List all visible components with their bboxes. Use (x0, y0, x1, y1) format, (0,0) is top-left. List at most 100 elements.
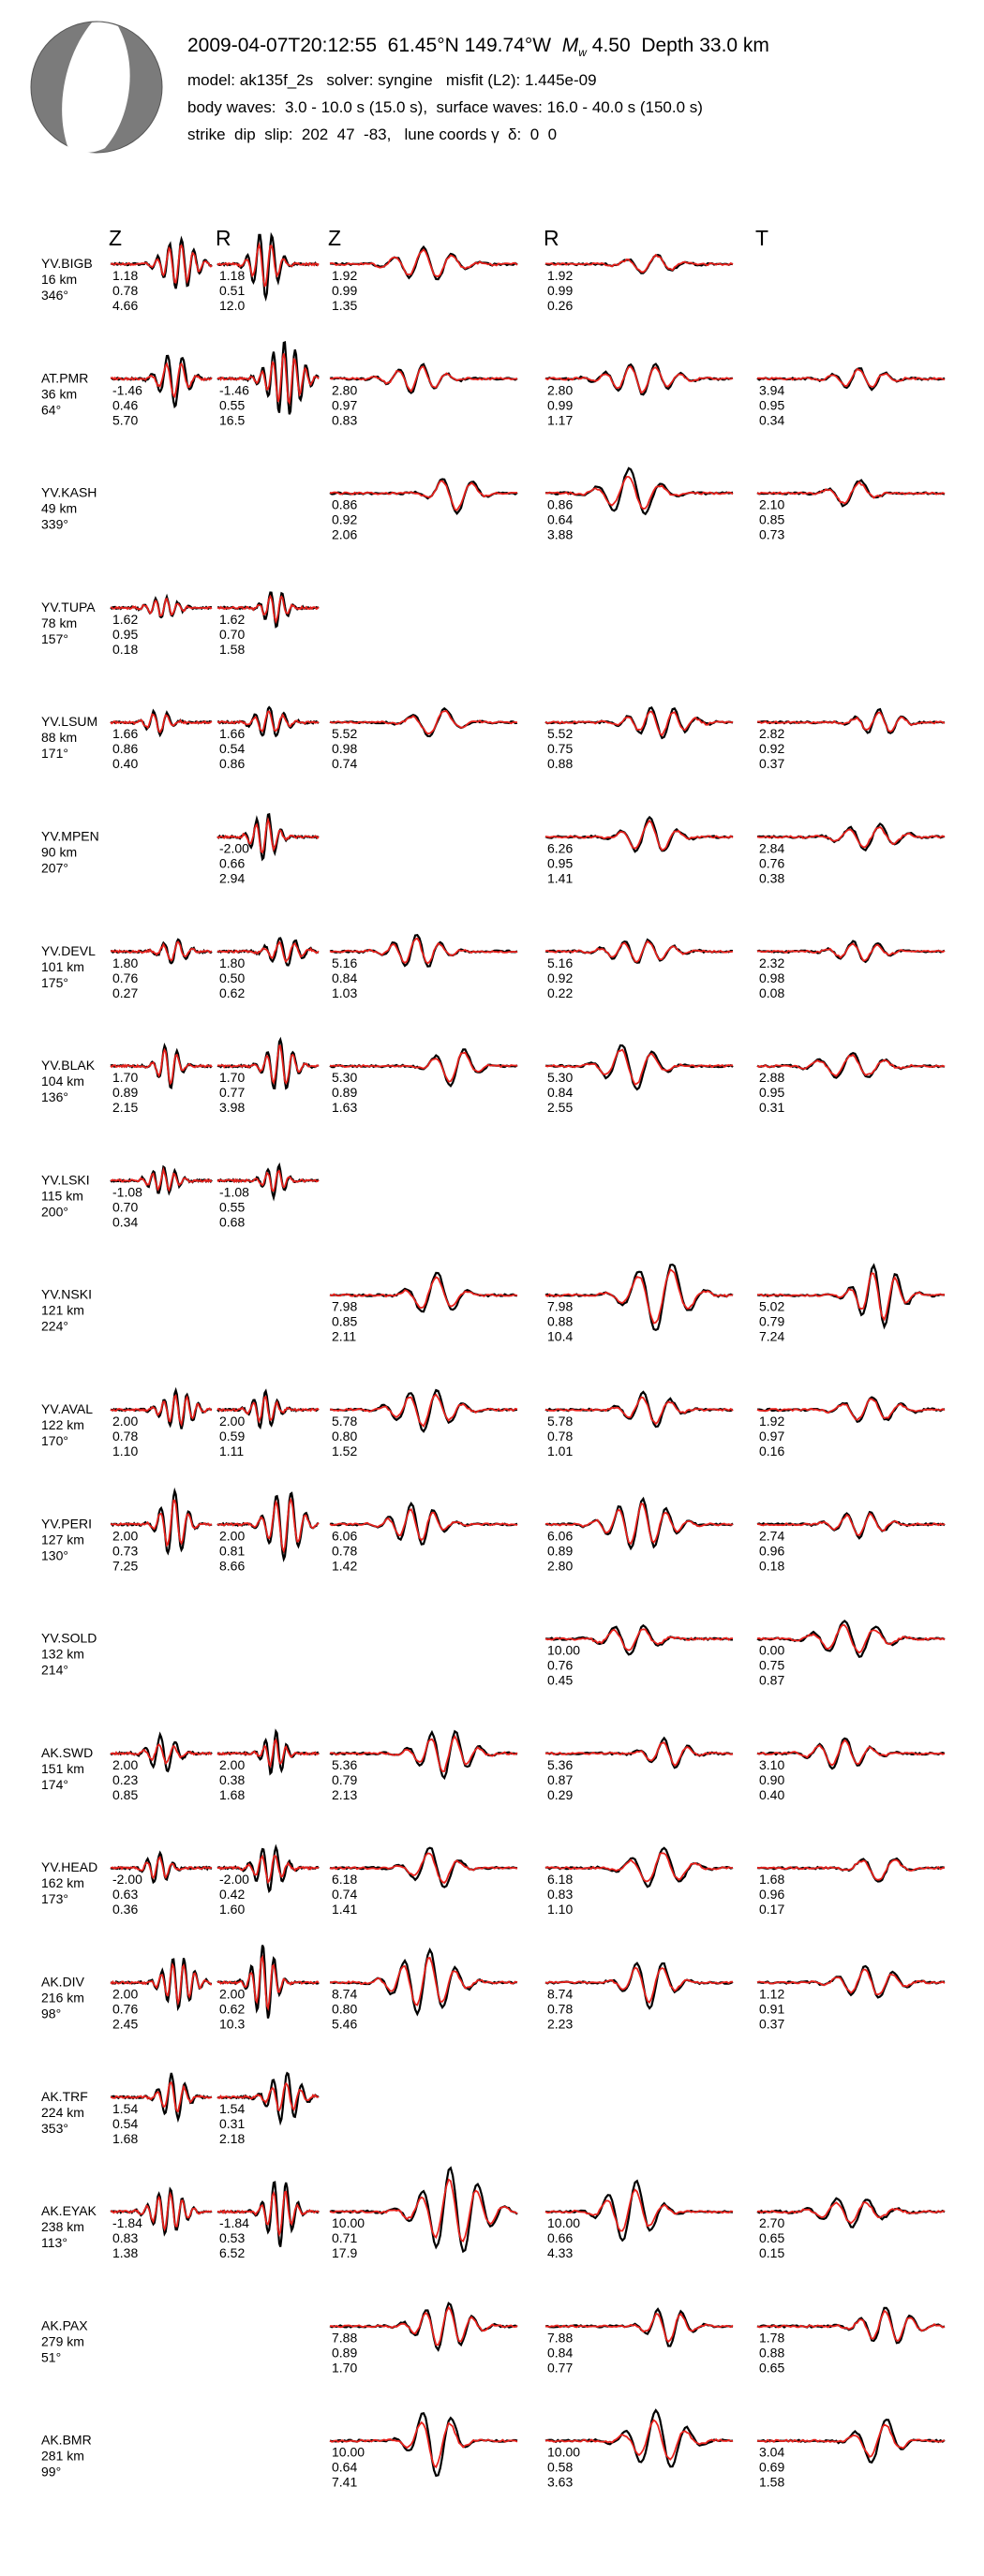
synthetic-trace (544, 253, 734, 274)
station-distance: 49 km (41, 501, 77, 516)
correlation-label: 0.51 (219, 283, 245, 298)
time-shift-label: 5.30 (332, 1070, 357, 1085)
synthetic-trace (216, 1738, 320, 1769)
time-shift-label: 10.00 (332, 2445, 365, 2460)
time-shift-label: 2.00 (219, 1757, 245, 1772)
amplitude-ratio-label: 1.58 (759, 2475, 784, 2490)
correlation-label: 0.84 (547, 1085, 573, 1100)
time-shift-label: 7.88 (332, 2330, 357, 2345)
correlation-label: 0.95 (759, 1085, 784, 1100)
time-shift-label: 0.86 (332, 497, 357, 512)
amplitude-ratio-label: 0.73 (759, 527, 784, 542)
time-shift-label: 3.10 (759, 1757, 784, 1772)
station-distance: 90 km (41, 845, 77, 860)
synthetic-trace (756, 1512, 946, 1537)
trace-cell: -1.840.536.52 (216, 2181, 320, 2260)
station-distance: 101 km (41, 959, 84, 974)
time-shift-label: 7.98 (332, 1299, 357, 1314)
station-distance: 122 km (41, 1417, 84, 1432)
synthetic-trace (217, 710, 320, 733)
time-shift-label: 6.18 (332, 1872, 357, 1887)
correlation-label: 0.38 (219, 1772, 245, 1787)
station-name: YV.LSUM (41, 714, 97, 729)
amplitude-ratio-label: 0.18 (759, 1558, 784, 1573)
trace-cell: 1.700.773.98 (216, 1036, 320, 1115)
amplitude-ratio-label: 1.11 (219, 1443, 244, 1458)
time-shift-label: 5.02 (759, 1299, 784, 1314)
synthetic-trace (329, 2421, 518, 2469)
station-azimuth: 353° (41, 2121, 68, 2136)
correlation-label: 0.58 (547, 2460, 573, 2475)
station-distance: 36 km (41, 386, 77, 401)
synthetic-trace (110, 597, 213, 617)
time-shift-label: 1.68 (759, 1872, 784, 1887)
trace-cell: 2.000.591.11 (216, 1388, 320, 1458)
synthetic-trace (329, 1051, 518, 1083)
amplitude-ratio-label: 4.33 (547, 2245, 573, 2260)
trace-cell: -1.080.700.34 (110, 1164, 213, 1229)
amplitude-ratio-label: 0.08 (759, 985, 784, 1000)
synthetic-trace (544, 1396, 734, 1426)
amplitude-ratio-label: 0.77 (547, 2360, 573, 2375)
trace-cell: 8.740.782.23 (544, 1962, 734, 2032)
trace-cell: 7.880.840.77 (544, 2307, 734, 2375)
amplitude-ratio-label: 0.26 (547, 298, 573, 313)
synthetic-trace (756, 1623, 946, 1654)
time-shift-label: 2.74 (759, 1528, 784, 1543)
synthetic-trace (330, 480, 518, 511)
correlation-label: 0.70 (219, 627, 245, 642)
correlation-label: 0.69 (759, 2460, 784, 2475)
trace-cell: 5.160.920.22 (544, 938, 734, 1000)
column-header-4: T (755, 226, 768, 250)
synthetic-trace (329, 248, 518, 278)
station-distance: 132 km (41, 1647, 84, 1662)
station-name: YV.KASH (41, 485, 97, 500)
mechanism-line: strike dip slip: 202 47 -83, lune coords… (187, 126, 558, 144)
correlation-label: 0.71 (332, 2230, 357, 2245)
station-name: YV.NSKI (41, 1287, 92, 1302)
synthetic-trace (329, 1852, 518, 1885)
synthetic-trace (110, 2081, 212, 2113)
station-azimuth: 130° (41, 1547, 68, 1562)
correlation-label: 0.62 (219, 2002, 245, 2017)
amplitude-ratio-label: 2.15 (112, 1100, 138, 1115)
synthetic-trace (110, 1742, 213, 1766)
synthetic-trace (756, 2423, 946, 2458)
station-distance: 238 km (41, 2219, 84, 2234)
synthetic-trace (110, 362, 213, 398)
synthetic-trace (756, 1858, 946, 1881)
column-header-1: R (216, 226, 231, 250)
station-distance: 224 km (41, 2105, 84, 2120)
time-shift-label: -1.08 (112, 1184, 142, 1199)
station-distance: 78 km (41, 615, 77, 630)
time-shift-label: 1.54 (219, 2101, 245, 2116)
synthetic-trace (216, 1954, 320, 2011)
trace-cell: -2.000.662.94 (216, 812, 320, 886)
time-shift-label: 1.12 (759, 1987, 784, 2002)
synthetic-trace (544, 1502, 734, 1546)
correlation-label: 0.80 (332, 2002, 357, 2017)
synthetic-trace (544, 2419, 734, 2461)
station-name: YV.MPEN (41, 829, 99, 844)
trace-cell: 6.260.951.41 (544, 815, 734, 886)
synthetic-trace (757, 942, 946, 962)
time-shift-label: 2.80 (547, 382, 573, 397)
amplitude-ratio-label: 7.41 (332, 2475, 357, 2490)
event-lat: 61.45°N (387, 35, 459, 56)
correlation-label: 0.65 (759, 2230, 784, 2245)
amplitude-ratio-label: 1.38 (112, 2245, 138, 2260)
trace-cell: 1.700.892.15 (110, 1042, 213, 1115)
trace-cell: 2.000.781.10 (110, 1386, 213, 1458)
amplitude-ratio-label: 2.23 (547, 2017, 573, 2032)
synthetic-trace (110, 1499, 213, 1547)
trace-cell: 1.920.970.16 (756, 1396, 946, 1458)
amplitude-ratio-label: 10.4 (547, 1329, 573, 1344)
correlation-label: 0.98 (332, 741, 357, 756)
trace-cell: 5.520.980.74 (329, 706, 518, 771)
correlation-label: 0.64 (332, 2460, 357, 2475)
